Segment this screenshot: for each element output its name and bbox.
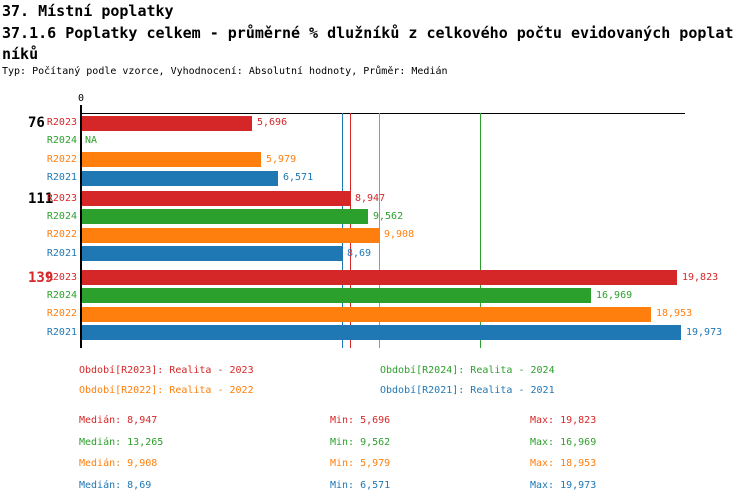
indicator-title-line2: níků: [2, 45, 39, 63]
bar-r2024: [82, 209, 368, 225]
bar-r2022: [82, 152, 261, 168]
row-label-r2024: R2024: [46, 135, 77, 147]
median-line-r2022: [379, 113, 380, 348]
legend-item-2022]: Období[R2022]: Realita - 2022: [79, 385, 254, 396]
row-label-r2023: R2023: [46, 192, 77, 204]
legend-item-2024]: Období[R2024]: Realita - 2024: [380, 365, 555, 376]
bar-r2023: [82, 191, 350, 206]
na-value-label: NA: [85, 135, 98, 147]
bar-r2022: [82, 227, 379, 243]
y-axis-line: [80, 105, 82, 348]
stat-max: Max: 16,969: [530, 437, 597, 448]
row-label-r2024: R2024: [46, 210, 77, 222]
stat-min: Min: 5,696: [330, 415, 391, 426]
legend-item-2021]: Období[R2021]: Realita - 2021: [380, 385, 555, 396]
row-label-r2022: R2022: [46, 229, 77, 241]
bar-value-label: 5,979: [266, 153, 297, 165]
stat-max: Max: 19,823: [530, 415, 597, 426]
x-axis-tick-label: 0: [77, 93, 85, 104]
stat-median: Medián: 13,265: [79, 437, 164, 448]
page-title: 37. Místní poplatky: [2, 2, 174, 20]
median-line-r2024: [480, 113, 481, 348]
bar-value-label: 18,953: [656, 308, 693, 320]
stat-min: Min: 9,562: [330, 437, 391, 448]
row-label-r2021: R2021: [46, 247, 77, 259]
bar-value-label: 19,823: [682, 271, 719, 283]
bar-value-label: 6,571: [283, 172, 314, 184]
bar-r2023: [82, 115, 252, 131]
stat-median: Medián: 9,908: [79, 458, 158, 469]
row-label-r2022: R2022: [46, 308, 77, 320]
bar-value-label: 8,69: [347, 247, 372, 259]
group-label: 139: [28, 269, 54, 286]
bar-r2021: [82, 246, 342, 262]
stat-max: Max: 19,973: [530, 480, 597, 491]
bar-value-label: 9,562: [373, 210, 404, 222]
stat-max: Max: 18,953: [530, 458, 597, 469]
bar-value-label: 8,947: [355, 192, 386, 204]
row-label-r2024: R2024: [46, 289, 77, 301]
stat-min: Min: 5,979: [330, 458, 391, 469]
bar-r2024: [82, 288, 591, 304]
group-label: 111: [28, 190, 54, 207]
indicator-meta: Typ: Počítaný podle vzorce, Vyhodnocení:…: [2, 66, 448, 77]
bar-value-label: 19,973: [686, 326, 723, 338]
indicator-title-line1: 37.1.6 Poplatky celkem - průměrné % dluž…: [2, 24, 734, 42]
bar-r2021: [82, 325, 681, 341]
bar-r2021: [82, 170, 278, 186]
row-label-r2023: R2023: [46, 271, 77, 283]
bar-value-label: 16,969: [596, 289, 633, 301]
stat-median: Medián: 8,69: [79, 480, 152, 491]
group-label: 76: [28, 115, 45, 131]
bar-chart: 0 76 R2023 5,696 R2024 NA R2022 5,979 R2021 6,571…: [28, 93, 723, 348]
row-label-r2022: R2022: [46, 153, 77, 165]
bar-value-label: 5,696: [257, 117, 288, 128]
x-axis-line: [81, 113, 685, 114]
stat-median: Medián: 8,947: [79, 415, 158, 426]
bar-value-label: 9,908: [384, 229, 415, 241]
bar-r2023: [82, 270, 677, 285]
bar-r2022: [82, 306, 651, 322]
stat-min: Min: 6,571: [330, 480, 391, 491]
row-label-r2023: R2023: [46, 117, 77, 128]
legend-item-2023]: Období[R2023]: Realita - 2023: [79, 365, 254, 376]
row-label-r2021: R2021: [46, 326, 77, 338]
row-label-r2021: R2021: [46, 172, 77, 184]
